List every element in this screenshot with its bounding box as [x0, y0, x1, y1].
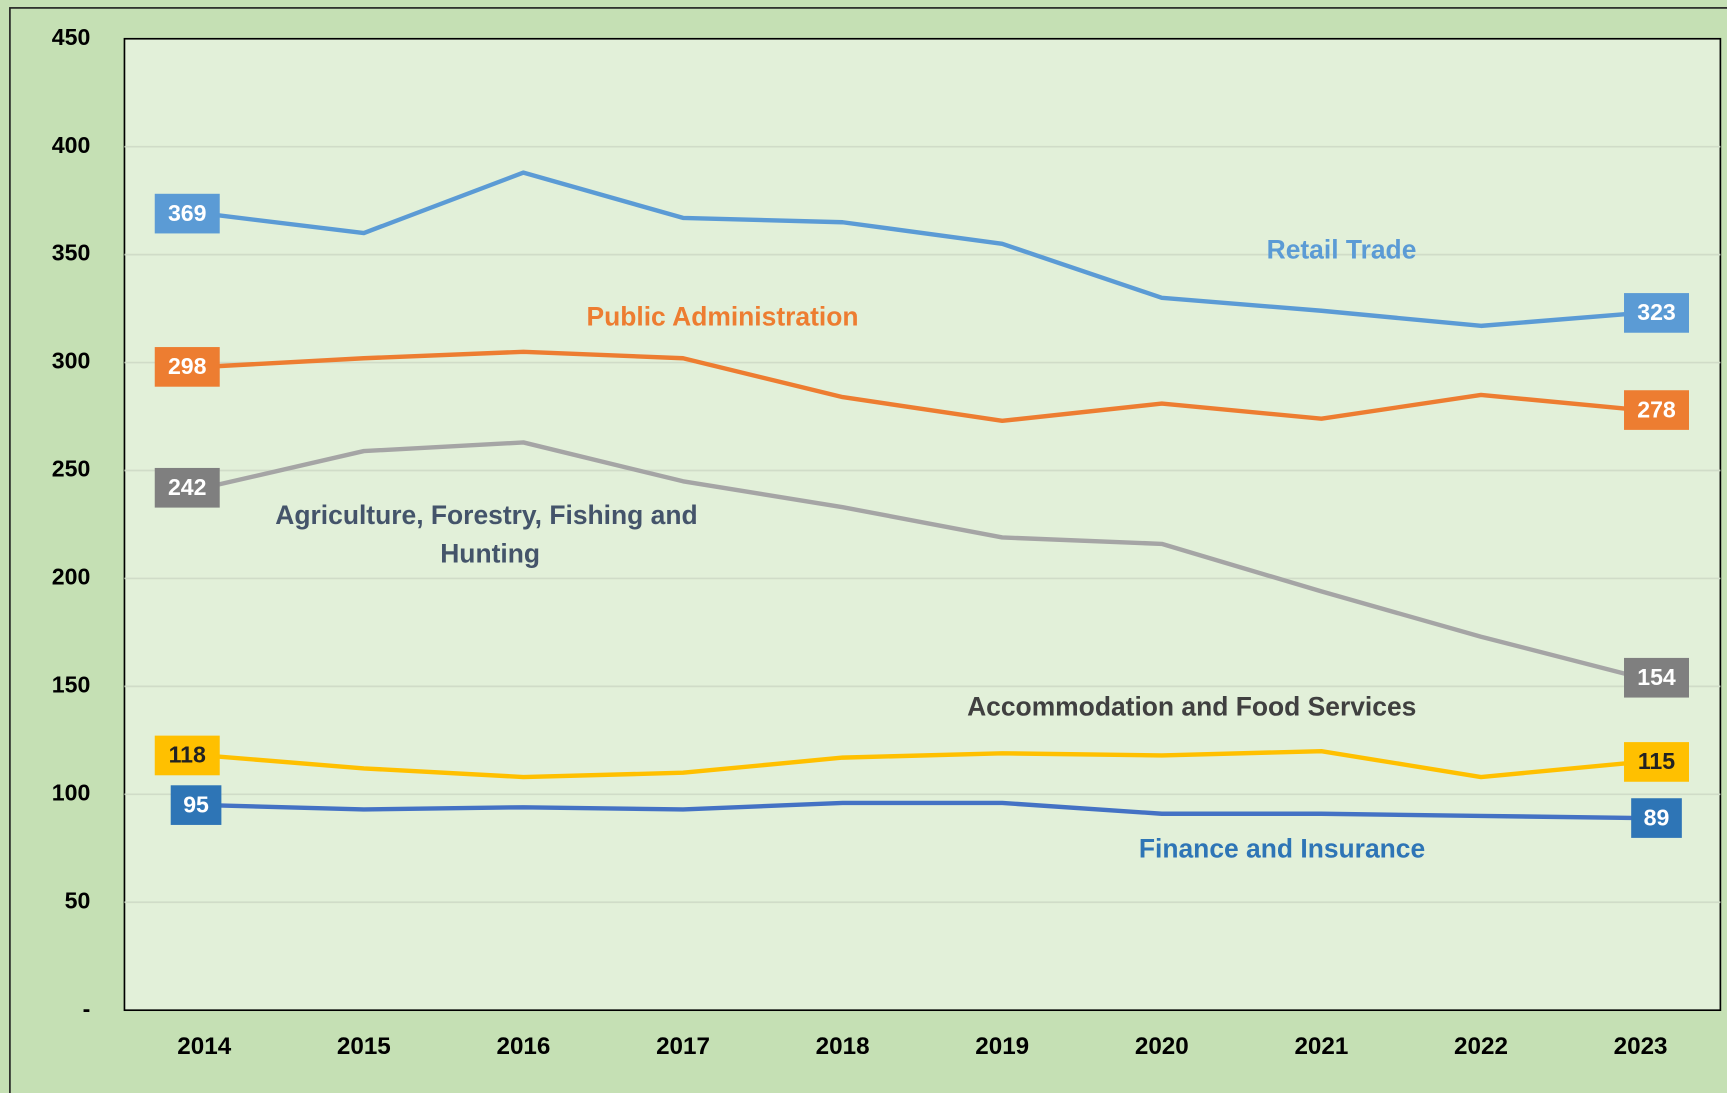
data-label: 118 — [169, 742, 206, 768]
y-tick-label: 350 — [52, 240, 91, 266]
series-label: Public Administration — [586, 301, 858, 331]
data-label: 323 — [1637, 299, 1676, 325]
y-tick-label: 250 — [52, 456, 91, 482]
x-tick-label: 2020 — [1135, 1033, 1189, 1060]
x-tick-label: 2021 — [1294, 1033, 1348, 1060]
y-tick-label: 50 — [65, 887, 91, 913]
series-label: Finance and Insurance — [1139, 833, 1425, 863]
data-label-box — [154, 193, 220, 234]
series-line — [204, 349, 1641, 424]
data-label-box — [1624, 657, 1690, 698]
series-line — [203, 170, 1641, 329]
y-tick-label: - — [83, 995, 91, 1021]
x-tick-label: 2015 — [337, 1033, 391, 1060]
data-label: 369 — [168, 200, 207, 226]
data-label-box — [170, 785, 222, 825]
x-tick-label: 2017 — [656, 1033, 710, 1060]
series-line — [203, 440, 1642, 680]
y-tick-label: 200 — [52, 564, 91, 590]
data-label: 154 — [1637, 664, 1676, 690]
y-tick-label: 300 — [52, 348, 91, 374]
data-label: 242 — [168, 474, 207, 500]
data-label-box — [154, 735, 220, 776]
x-tick-label: 2018 — [816, 1033, 870, 1060]
y-tick-label: 150 — [52, 671, 91, 697]
series-line — [204, 800, 1641, 821]
data-label-box — [1624, 293, 1690, 333]
x-tick-label: 2023 — [1614, 1033, 1668, 1060]
data-label: 95 — [183, 791, 209, 817]
x-tick-label: 2014 — [177, 1033, 231, 1060]
data-label-box — [154, 467, 220, 508]
x-tick-label: 2019 — [975, 1033, 1029, 1060]
y-tick-label: 100 — [52, 779, 91, 805]
y-tick-label: 450 — [52, 24, 91, 50]
data-label: 278 — [1637, 396, 1676, 422]
series-label: Agriculture, Forestry, Fishing and Hunti… — [275, 500, 705, 569]
data-label-box — [1624, 742, 1690, 782]
data-label-box — [154, 347, 220, 387]
x-tick-label: 2022 — [1454, 1033, 1508, 1060]
data-label-box — [1624, 390, 1690, 430]
x-tick-label: 2016 — [496, 1033, 550, 1060]
data-label: 89 — [1644, 804, 1670, 830]
y-tick-label: 400 — [52, 132, 91, 158]
series-label: Accommodation and Food Services — [967, 691, 1416, 721]
data-label: 298 — [168, 353, 207, 379]
data-label: 115 — [1638, 748, 1675, 774]
data-label-box — [1631, 798, 1682, 838]
series-line — [204, 748, 1641, 780]
series-label: Retail Trade — [1267, 234, 1417, 264]
